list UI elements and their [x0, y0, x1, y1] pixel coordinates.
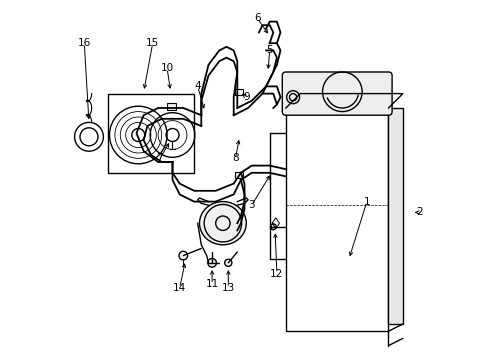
- Text: 14: 14: [173, 283, 186, 293]
- Bar: [167, 103, 176, 110]
- Circle shape: [224, 259, 231, 266]
- Text: 6: 6: [253, 13, 260, 23]
- Circle shape: [207, 258, 216, 267]
- Text: 2: 2: [415, 207, 422, 217]
- Text: 16: 16: [78, 38, 91, 48]
- Text: 15: 15: [146, 38, 159, 48]
- Bar: [387, 108, 402, 324]
- Circle shape: [270, 224, 276, 230]
- Text: 10: 10: [160, 63, 173, 73]
- Text: 8: 8: [232, 153, 238, 163]
- FancyBboxPatch shape: [282, 72, 391, 115]
- Ellipse shape: [199, 202, 246, 245]
- Text: 7: 7: [156, 153, 163, 163]
- Text: 5: 5: [266, 45, 272, 55]
- Bar: [107, 94, 194, 173]
- Text: 12: 12: [270, 269, 283, 279]
- Circle shape: [286, 91, 299, 104]
- Text: 13: 13: [221, 283, 234, 293]
- Bar: [285, 108, 387, 331]
- Circle shape: [179, 251, 187, 260]
- Text: 11: 11: [205, 279, 218, 289]
- Text: 9: 9: [243, 92, 249, 102]
- Text: 3: 3: [248, 200, 254, 210]
- Text: 1: 1: [363, 197, 369, 207]
- Text: 4: 4: [194, 81, 201, 91]
- Bar: [235, 172, 243, 178]
- Bar: [235, 89, 243, 95]
